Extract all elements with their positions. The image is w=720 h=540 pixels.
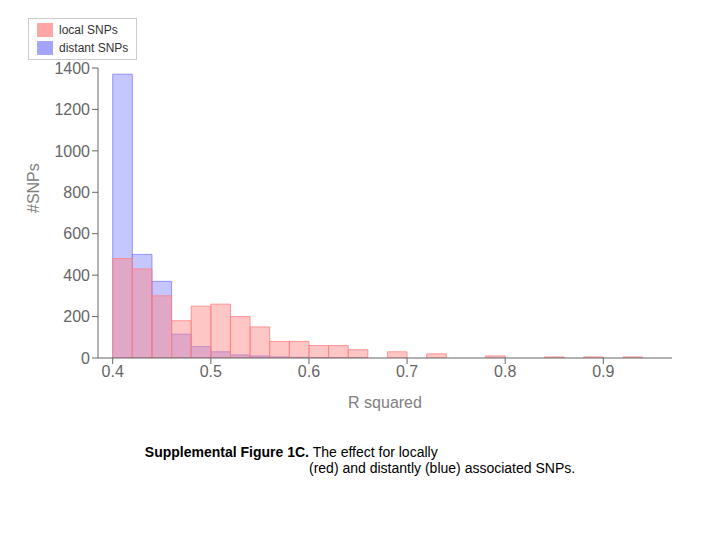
svg-text:200: 200 [63, 308, 90, 325]
html-text:Supplemental Figure 1C. The ef: Supplemental Figure 1C. The effect for l… [144, 444, 576, 476]
html-text:distant SNPs: distant SNPs [59, 41, 129, 55]
svg-text:800: 800 [63, 184, 90, 201]
svg-text:0.5: 0.5 [200, 363, 222, 380]
svg-text:0.9: 0.9 [592, 363, 614, 380]
svg-text:1400: 1400 [54, 60, 90, 77]
svg-text:#SNPs: #SNPs [25, 163, 42, 213]
svg-text:1200: 1200 [54, 101, 90, 118]
svg-text:1000: 1000 [54, 143, 90, 160]
svg-text:0.7: 0.7 [396, 363, 418, 380]
svg-text:0.8: 0.8 [494, 363, 516, 380]
svg-text:400: 400 [63, 267, 90, 284]
svg-text:0.6: 0.6 [298, 363, 320, 380]
html-text:local SNPs: local SNPs [59, 23, 118, 37]
svg-text:0.4: 0.4 [102, 363, 124, 380]
svg-text:0: 0 [81, 350, 90, 367]
svg-text:R squared: R squared [348, 394, 422, 411]
svg-text:600: 600 [63, 225, 90, 242]
